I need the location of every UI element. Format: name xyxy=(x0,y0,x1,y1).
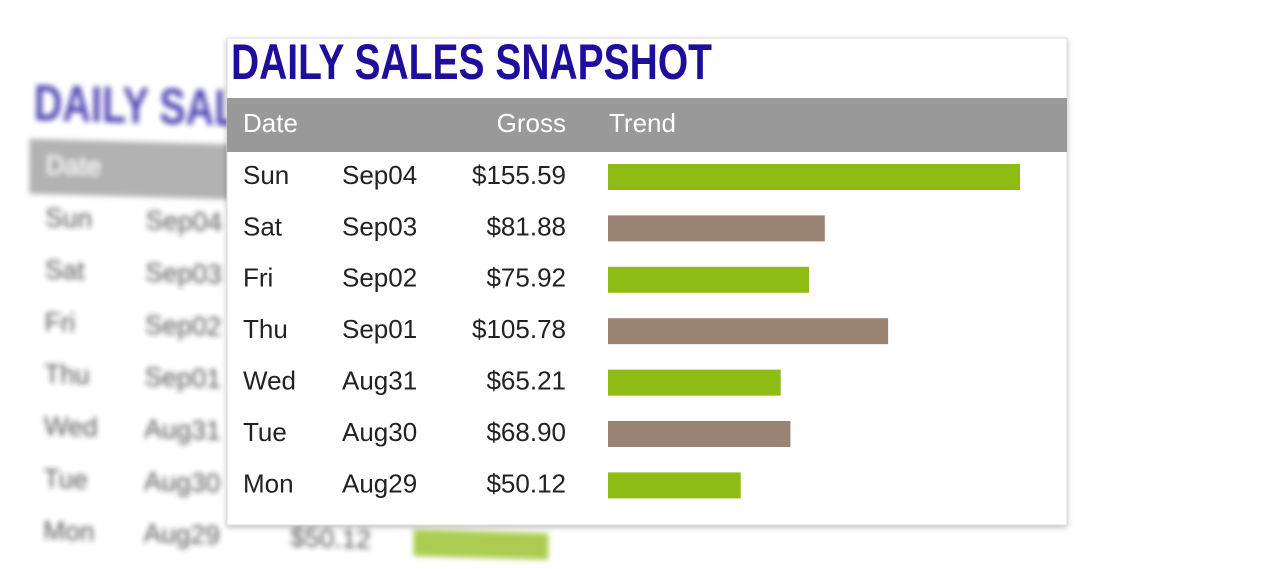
title: DAILY SALES SNAPSHOT xyxy=(231,33,712,90)
day: Mon xyxy=(43,516,95,547)
date: Aug30 xyxy=(144,466,220,498)
day: Thu xyxy=(44,359,90,390)
trend-bar xyxy=(608,472,741,499)
day: Tue xyxy=(43,463,88,494)
date: Sep03 xyxy=(342,211,417,241)
gross: $50.12 xyxy=(290,522,371,554)
date: Aug29 xyxy=(342,468,417,498)
day: Wed xyxy=(44,411,98,442)
day: Fri xyxy=(44,307,75,338)
gross: $50.12 xyxy=(486,468,566,498)
day: Wed xyxy=(243,365,296,395)
day: Sat xyxy=(243,211,283,241)
date: Sep04 xyxy=(342,160,417,190)
trend-bar xyxy=(608,421,791,447)
column-header: Date xyxy=(46,150,102,182)
trend-bar xyxy=(608,215,825,242)
header-band xyxy=(227,98,1067,152)
gross: $155.59 xyxy=(472,160,566,190)
day: Fri xyxy=(243,263,273,293)
date: Sep02 xyxy=(145,310,221,342)
gross: $75.92 xyxy=(486,263,566,293)
gross: $65.21 xyxy=(486,365,566,395)
gross: $68.90 xyxy=(486,417,566,447)
gross: $81.88 xyxy=(486,211,566,241)
column-header: Trend xyxy=(609,108,676,138)
day: Sat xyxy=(45,255,85,286)
trend-bar xyxy=(608,266,810,293)
day: Sun xyxy=(243,160,289,190)
day: Tue xyxy=(243,417,287,447)
column-header: Gross xyxy=(497,108,566,138)
card-content: DAILY SALES SNAPSHOT Date Gross Trend Sun Sep… xyxy=(227,33,1067,499)
date: Sep02 xyxy=(342,263,417,293)
column-header: Date xyxy=(243,108,298,138)
day: Sun xyxy=(45,203,92,234)
trend-bar xyxy=(413,529,549,560)
date: Aug30 xyxy=(342,417,417,447)
date: Aug31 xyxy=(342,365,417,395)
date: Sep04 xyxy=(146,205,222,237)
date: Aug29 xyxy=(144,518,220,550)
day: Thu xyxy=(243,314,288,344)
day: Mon xyxy=(243,468,294,498)
date: Aug31 xyxy=(144,414,220,446)
gross: $105.78 xyxy=(472,314,566,344)
trend-bar xyxy=(608,369,781,396)
trend-bar xyxy=(608,164,1020,190)
date: Sep03 xyxy=(145,257,221,289)
trend-bar xyxy=(608,318,889,345)
date: Sep01 xyxy=(342,314,417,344)
date: Sep01 xyxy=(145,362,221,394)
